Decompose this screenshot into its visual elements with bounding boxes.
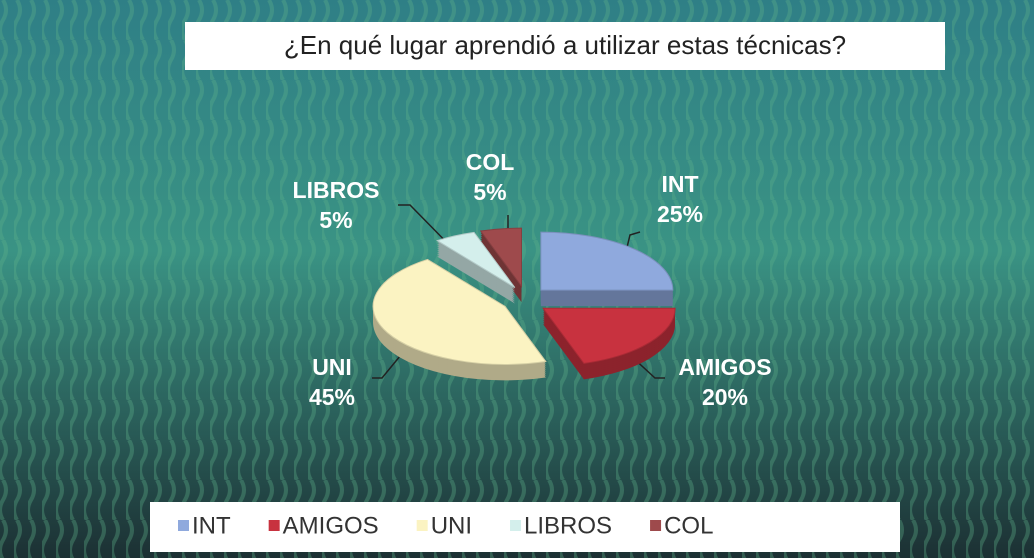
data-label: LIBROS 5% — [293, 177, 380, 233]
slice — [542, 307, 676, 364]
legend-swatch — [650, 520, 662, 531]
leader-line — [372, 349, 406, 379]
legend-label: LIBROS — [524, 512, 612, 539]
slice — [540, 231, 674, 291]
data-label-value: 45% — [309, 384, 355, 410]
legend-label: UNI — [431, 512, 472, 539]
data-label-name: UNI — [312, 354, 352, 380]
legend-swatch — [268, 520, 280, 531]
legend-label: AMIGOS — [283, 512, 379, 539]
legend-swatch — [510, 520, 522, 531]
data-label-value: 20% — [702, 384, 748, 410]
legend-swatch — [416, 520, 428, 531]
title-box — [185, 22, 945, 70]
data-label-name: INT — [661, 171, 698, 197]
data-label-value: 5% — [319, 207, 352, 233]
data-label-name: AMIGOS — [678, 354, 771, 380]
data-label-name: COL — [466, 149, 515, 175]
legend-label: COL — [664, 512, 713, 539]
legend: INT AMIGOS UNI LIBROS COL — [178, 512, 713, 539]
slice — [479, 227, 522, 288]
data-label: UNI 45% — [309, 354, 355, 410]
data-label-value: 25% — [657, 201, 703, 227]
slice — [372, 258, 547, 365]
slice — [436, 231, 516, 288]
data-label: COL 5% — [466, 149, 515, 205]
legend-swatch — [178, 520, 189, 531]
data-label-name: LIBROS — [293, 177, 380, 203]
data-label: INT 25% — [657, 171, 703, 227]
data-label-value: 5% — [473, 179, 506, 205]
legend-label: INT — [192, 512, 231, 539]
data-label: AMIGOS 20% — [678, 354, 771, 410]
chart-title: ¿En qué lugar aprendió a utilizar estas … — [284, 30, 846, 60]
